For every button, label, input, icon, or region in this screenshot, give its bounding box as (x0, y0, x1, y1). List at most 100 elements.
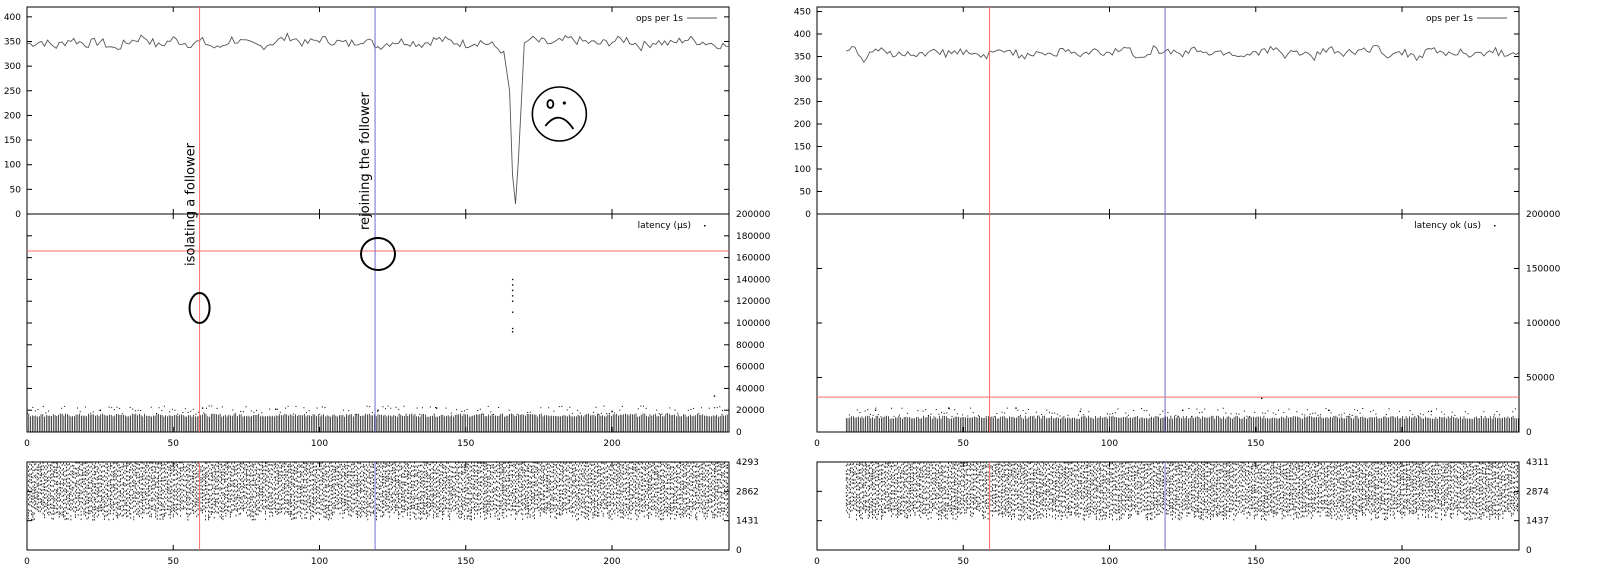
y-tick-label: 4311 (1526, 458, 1549, 468)
latency-outlier-point (1328, 409, 1330, 411)
right-figure: 0 50 100 150 200 250 300 350 400 450 ops per 1s 0 50… (794, 6, 1561, 567)
y-tick-label: 200000 (736, 210, 771, 220)
sad-face-eye (562, 101, 566, 105)
y-tick-label: 200 (794, 120, 811, 130)
x-tick-label: 50 (168, 557, 180, 567)
x-tick-label: 0 (24, 439, 30, 449)
legend-label: latency (μs) (638, 221, 691, 231)
y-tick-label: 50 (10, 185, 22, 195)
y-tick-label: 2862 (736, 487, 759, 497)
y-tick-label: 100 (794, 165, 811, 175)
y-tick-label: 20000 (736, 406, 765, 416)
latency-outlier-point (511, 300, 514, 302)
latency-outlier-point (377, 409, 379, 411)
latency-band (845, 415, 1519, 432)
y-tick-label: 250 (4, 87, 21, 97)
y-tick-label: 0 (1526, 428, 1532, 438)
y-tick-label: 150000 (1526, 265, 1561, 275)
y-tick-label: 2874 (1526, 487, 1549, 497)
latency-outlier-point (948, 407, 950, 409)
y-tick-label: 150 (4, 136, 21, 146)
y-tick-label: 0 (805, 210, 811, 220)
y-tick-label: 350 (4, 38, 21, 48)
x-tick-label: 50 (168, 439, 180, 449)
latency-band (26, 413, 730, 432)
throughput-plot-area (26, 6, 730, 215)
annotation-circle (360, 237, 396, 271)
latency-outlier-point (1182, 409, 1184, 411)
throughput-series-line (26, 32, 730, 205)
latency-outlier-point (511, 331, 514, 333)
x-tick-label: 200 (1393, 439, 1410, 449)
y-tick-label: 60000 (736, 363, 765, 373)
y-tick-label: 0 (736, 546, 742, 556)
y-tick-label: 80000 (736, 341, 765, 351)
y-tick-label: 100000 (736, 319, 771, 329)
y-tick-label: 300 (4, 62, 21, 72)
latency-outlier-point (1079, 410, 1082, 413)
latency-scatter (848, 407, 1516, 418)
annotation-circle (188, 292, 211, 324)
throughput-series-line (846, 44, 1520, 63)
annotation-rejoining: rejoining the follower (358, 91, 373, 230)
y-tick-label: 250 (794, 98, 811, 108)
latency-outlier-point (1261, 397, 1263, 400)
x-tick-label: 150 (457, 439, 474, 449)
size-scatter (26, 461, 728, 521)
sad-face-eye (546, 99, 555, 109)
latency-outlier-point (713, 395, 716, 397)
x-tick-label: 200 (1393, 557, 1410, 567)
y-tick-label: 1431 (736, 517, 759, 527)
sad-face-mouth (544, 116, 575, 130)
x-tick-label: 50 (958, 439, 970, 449)
latency-outlier-point (511, 289, 514, 292)
y-tick-label: 50000 (1526, 374, 1555, 384)
latency-outlier-point (201, 407, 204, 409)
legend-label: latency ok (us) (1414, 221, 1481, 231)
legend-swatch (704, 225, 706, 227)
y-tick-label: 120000 (736, 297, 771, 307)
y-tick-label: 100000 (1526, 319, 1561, 329)
y-tick-label: 1437 (1526, 517, 1549, 527)
latency-scatter (27, 405, 723, 415)
x-tick-label: 0 (814, 557, 820, 567)
x-tick-label: 150 (1247, 557, 1264, 567)
latency-outlier-point (874, 409, 877, 411)
latency-outlier-point (275, 408, 277, 410)
latency-outlier-point (1015, 407, 1017, 409)
latency-outlier-point (511, 327, 514, 330)
y-tick-label: 0 (1526, 546, 1532, 556)
legend-label: ops per 1s (1426, 14, 1473, 24)
x-tick-label: 0 (24, 557, 30, 567)
latency-outlier-point (99, 409, 101, 411)
x-tick-label: 0 (814, 439, 820, 449)
y-tick-label: 450 (794, 8, 811, 18)
size-scatter (845, 461, 1518, 521)
y-tick-label: 4293 (736, 458, 759, 468)
x-tick-label: 100 (311, 557, 328, 567)
x-tick-label: 200 (603, 439, 620, 449)
x-tick-label: 50 (958, 557, 970, 567)
legend-swatch (1494, 225, 1496, 227)
latency-plot-area (26, 213, 730, 433)
legend-label: ops per 1s (636, 14, 683, 24)
x-tick-label: 100 (1101, 439, 1118, 449)
y-tick-label: 400 (794, 30, 811, 40)
latency-outlier-point (435, 407, 438, 409)
y-tick-label: 150 (794, 143, 811, 153)
y-tick-label: 50 (800, 188, 812, 198)
latency-plot-area (816, 213, 1520, 433)
y-tick-label: 200000 (1526, 210, 1561, 220)
throughput-plot-area (816, 6, 1520, 215)
x-tick-label: 200 (603, 557, 620, 567)
y-tick-label: 200 (4, 111, 21, 121)
y-tick-label: 0 (736, 428, 742, 438)
x-tick-label: 100 (1101, 557, 1118, 567)
y-tick-label: 300 (794, 75, 811, 85)
y-tick-label: 140000 (736, 275, 771, 285)
x-tick-label: 150 (1247, 439, 1264, 449)
y-tick-label: 350 (794, 53, 811, 63)
y-tick-label: 0 (15, 210, 21, 220)
